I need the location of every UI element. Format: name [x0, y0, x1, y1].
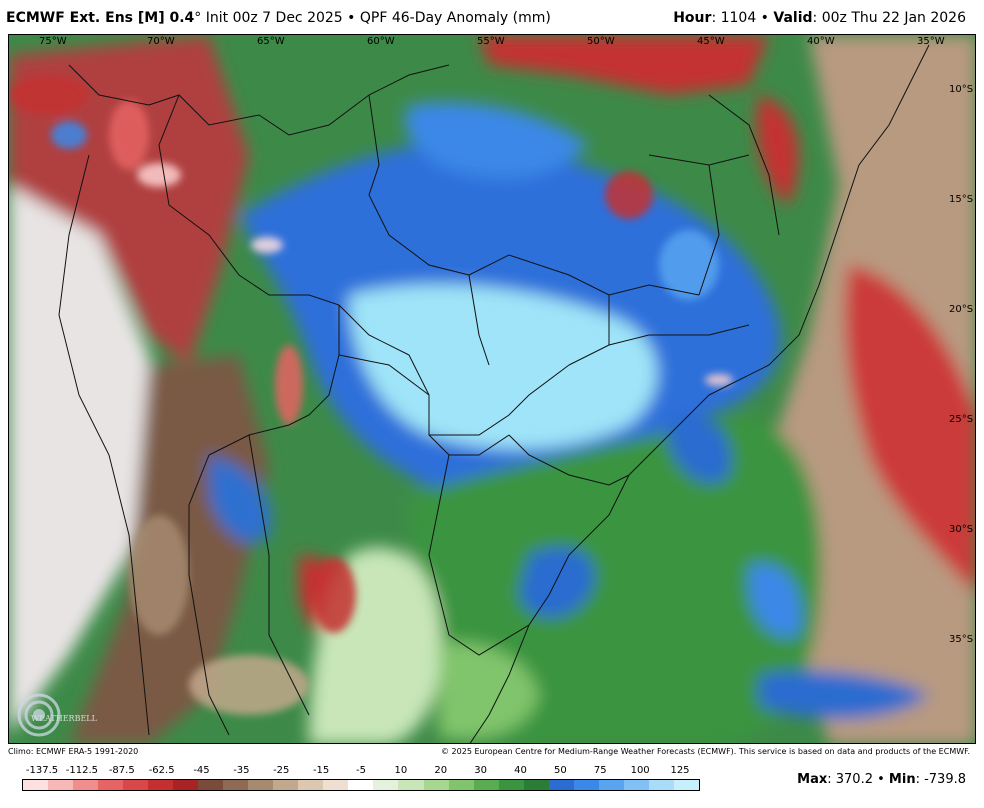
colorbar-tick-label: 20: [434, 765, 448, 776]
footer: Climo: ECMWF ERA-5 1991-2020 © 2025 Euro…: [0, 744, 984, 808]
colorbar-tick-label: 75: [593, 765, 607, 776]
weatherbell-logo: WEATHERBELL: [17, 693, 98, 737]
colorbar-swatch: [48, 780, 74, 790]
political-borders: [58, 44, 930, 743]
logo-text: WEATHERBELL: [31, 714, 98, 723]
valid-label: Valid: [773, 10, 813, 26]
colorbar-tick-label: 125: [670, 765, 690, 776]
lon-label: 75°W: [39, 36, 67, 47]
colorbar-swatch: [73, 780, 99, 790]
colorbar-swatch: [448, 780, 474, 790]
lon-label: 50°W: [587, 36, 615, 47]
colorbar-swatch: [148, 780, 174, 790]
map-title: ECMWF Ext. Ens [M] 0.4° Init 00z 7 Dec 2…: [6, 10, 551, 26]
colorbar-tick-label: -137.5: [25, 765, 59, 776]
colorbar-swatch: [173, 780, 199, 790]
hour-label: Hour: [673, 10, 712, 26]
valid-time: Hour: 1104 • Valid: 00z Thu 22 Jan 2026: [673, 10, 966, 26]
lat-label: 35°S: [949, 634, 973, 645]
colorbar-tick-label: 10: [394, 765, 408, 776]
colorbar-swatch: [648, 780, 674, 790]
colorbar-swatch: [348, 780, 374, 790]
max-label: Max: [797, 772, 828, 787]
colorbar-swatch: [248, 780, 274, 790]
colorbar-swatch: [623, 780, 649, 790]
colorbar-swatch: [23, 780, 49, 790]
colorbar-swatch: [523, 780, 549, 790]
colorbar-tick-label: 50: [554, 765, 567, 776]
colorbar-swatch: [373, 780, 399, 790]
lon-label: 40°W: [807, 36, 835, 47]
lon-label: 35°W: [917, 36, 945, 47]
lon-label: 55°W: [477, 36, 505, 47]
colorbar-tick-label: -112.5: [65, 765, 98, 776]
colorbar-swatch: [598, 780, 624, 790]
colorbar-swatch: [573, 780, 599, 790]
colorbar-swatch: [548, 780, 574, 790]
lat-label: 25°S: [949, 414, 973, 425]
lat-label: 20°S: [949, 304, 973, 315]
colorbar-swatch: [123, 780, 149, 790]
colorbar-tick-label: -87.5: [108, 765, 135, 776]
max-min-values: Max: 370.2 • Min: -739.8: [797, 772, 966, 787]
colorbar-swatch: [423, 780, 449, 790]
colorbar-tick-label: -45: [193, 765, 210, 776]
colorbar-swatch: [673, 780, 699, 790]
min-value: : -739.8: [915, 772, 966, 787]
anomaly-field-detail: [9, 75, 733, 715]
colorbar-ticks: -137.5 -112.5 -87.5 -62.5 -45 -35 -25 -15 -5 10 20…: [22, 765, 700, 777]
lat-label: 30°S: [949, 524, 973, 535]
lat-label: 10°S: [949, 84, 973, 95]
lon-label: 70°W: [147, 36, 175, 47]
colorbar-tick-label: 30: [474, 765, 487, 776]
climo-source: Climo: ECMWF ERA-5 1991-2020: [8, 747, 139, 756]
colorbar-swatch: [223, 780, 249, 790]
colorbar-swatch: [298, 780, 324, 790]
colorbar-tick-label: -62.5: [148, 765, 175, 776]
model-name: ECMWF Ext. Ens [M] 0.4: [6, 10, 195, 26]
colorbar-swatch: [323, 780, 349, 790]
map-canvas: 75°W 70°W 65°W 60°W 55°W 50°W 45°W 40°W …: [9, 35, 975, 743]
max-value: : 370.2 •: [827, 772, 889, 787]
colorbar-swatch: [498, 780, 524, 790]
lon-label: 60°W: [367, 36, 395, 47]
colorbar-tick-label: -35: [233, 765, 250, 776]
hour-value: : 1104 •: [711, 10, 774, 26]
colorbar-swatch: [98, 780, 124, 790]
longitude-labels: 75°W 70°W 65°W 60°W 55°W 50°W 45°W 40°W …: [39, 36, 945, 47]
anomaly-map: 75°W 70°W 65°W 60°W 55°W 50°W 45°W 40°W …: [8, 34, 976, 744]
header: ECMWF Ext. Ens [M] 0.4° Init 00z 7 Dec 2…: [0, 0, 984, 34]
colorbar-swatch: [473, 780, 499, 790]
valid-value: : 00z Thu 22 Jan 2026: [812, 10, 966, 26]
colorbar-tick-label: 40: [514, 765, 527, 776]
lat-label: 15°S: [949, 194, 973, 205]
colorbar-swatch: [273, 780, 299, 790]
colorbar: [22, 779, 700, 791]
colorbar-tick-label: -25: [273, 765, 290, 776]
colorbar-swatch: [198, 780, 224, 790]
min-label: Min: [888, 772, 916, 787]
colorbar-swatch: [398, 780, 424, 790]
colorbar-tick-label: -5: [356, 765, 366, 776]
colorbar-tick-label: -15: [312, 765, 330, 776]
lon-label: 65°W: [257, 36, 285, 47]
latitude-labels: 10°S 15°S 20°S 25°S 30°S 35°S: [949, 84, 973, 645]
anomaly-field-shading: [9, 35, 975, 743]
lon-label: 45°W: [697, 36, 725, 47]
title-details: ° Init 00z 7 Dec 2025 • QPF 46-Day Anoma…: [194, 10, 551, 26]
colorbar-tick-label: 100: [630, 765, 650, 776]
copyright-notice: © 2025 European Centre for Medium-Range …: [441, 747, 970, 756]
